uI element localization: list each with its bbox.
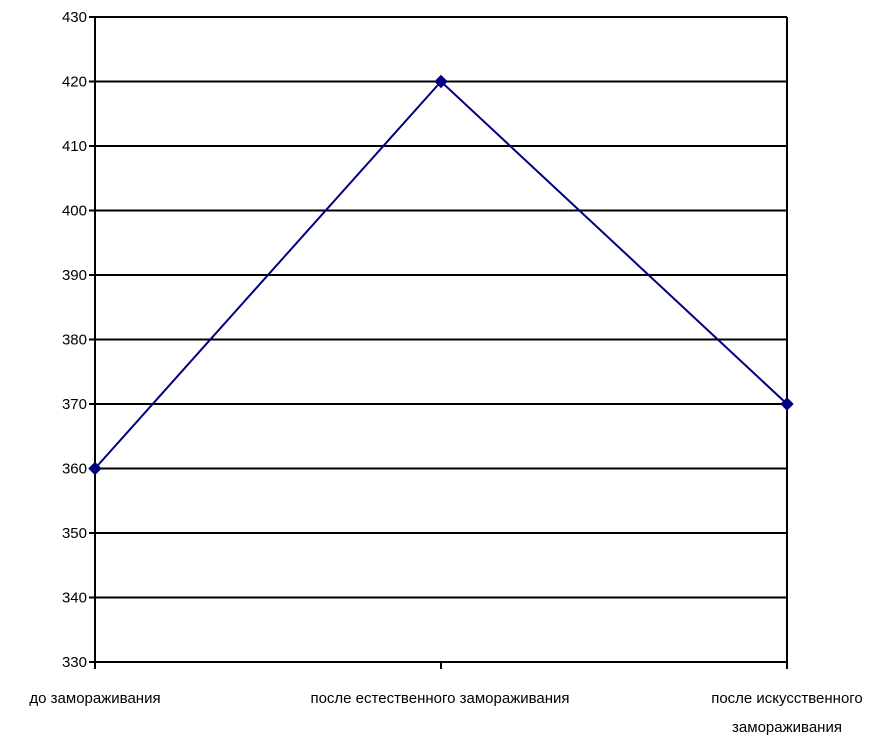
y-tick-label-380: 380 <box>62 332 87 349</box>
x-category-label-0: до замораживания <box>29 690 160 707</box>
y-tick-label-330: 330 <box>62 654 87 671</box>
data-point-0-0 <box>88 461 102 476</box>
y-tick-label-360: 360 <box>62 461 87 478</box>
data-point-0-2 <box>780 397 794 411</box>
y-tick-label-350: 350 <box>62 525 87 542</box>
y-tick-label-420: 420 <box>62 74 87 91</box>
y-tick-label-390: 390 <box>62 267 87 284</box>
data-point-0-1 <box>434 74 448 89</box>
x-category-label-1: после естественного замораживания <box>310 690 569 707</box>
y-tick-label-430: 430 <box>62 9 87 26</box>
gridlines <box>95 16 787 663</box>
y-tick-label-340: 340 <box>62 590 87 607</box>
y-axis-ticks: 330 340 350 360 370 380 390 400 410 420 430 <box>62 9 95 671</box>
series-group <box>88 74 794 476</box>
x-category-label-2-line-1: замораживания <box>732 719 842 736</box>
x-axis-ticks: до замораживания после естественного замо… <box>29 662 863 736</box>
y-tick-label-370: 370 <box>62 396 87 413</box>
x-category-label-0-line-0: до замораживания <box>29 690 160 707</box>
y-tick-label-400: 400 <box>62 203 87 220</box>
x-category-label-2: после искусственного замораживания <box>711 690 863 736</box>
x-category-label-1-line-0: после естественного замораживания <box>310 690 569 707</box>
y-tick-label-410: 410 <box>62 138 87 155</box>
x-category-label-2-line-0: после искусственного <box>711 690 863 707</box>
